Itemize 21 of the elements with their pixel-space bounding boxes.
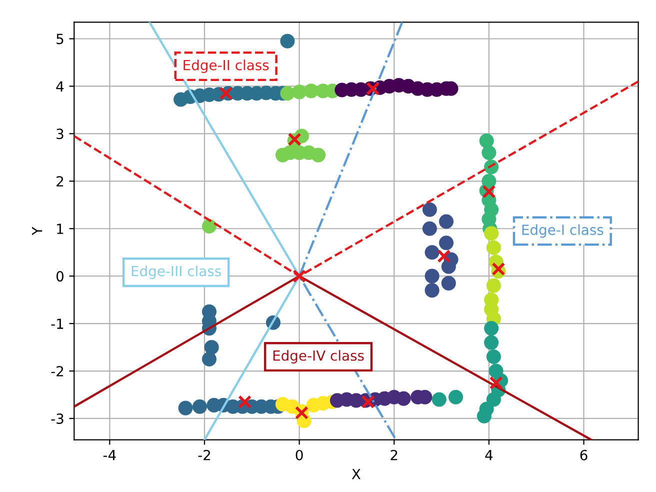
- y-tick-label: 1: [57, 224, 64, 234]
- y-tick-label: -1: [51, 318, 64, 329]
- x-axis-title: X: [352, 468, 361, 480]
- y-tick-label: -3: [51, 413, 64, 424]
- text: Edge-I class: [522, 224, 604, 238]
- y-tick-label: 0: [56, 271, 64, 282]
- y-tick-label: 2: [56, 176, 64, 186]
- x-tick-label: 4: [485, 450, 493, 460]
- text: Edge-II class: [184, 60, 269, 74]
- x-tick-label: -4: [103, 450, 116, 460]
- y-tick-label: -2: [51, 366, 64, 376]
- x-tick-label: 6: [580, 450, 588, 460]
- x-tick-label: 0: [296, 450, 303, 460]
- text: Edge-IV class: [273, 350, 364, 364]
- text: Edge-III class: [132, 266, 221, 280]
- y-tick-label: 5: [56, 34, 64, 44]
- x-tick-label: 2: [390, 450, 398, 460]
- y-tick-label: 3: [56, 128, 64, 140]
- x-tick-label: -2: [198, 450, 210, 460]
- y-axis-title: Y: [32, 226, 42, 236]
- y-tick-label: 4: [56, 81, 64, 92]
